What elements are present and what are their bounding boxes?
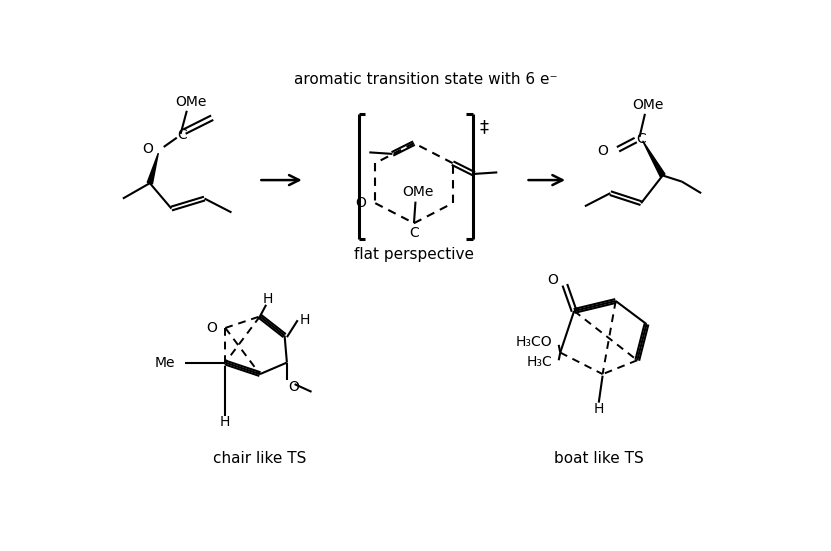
Polygon shape [642, 141, 665, 177]
Text: OMe: OMe [632, 98, 664, 112]
Text: H: H [220, 415, 230, 429]
Text: OMe: OMe [175, 95, 206, 109]
Text: OMe: OMe [402, 185, 434, 198]
Text: H: H [263, 291, 273, 306]
Text: O: O [547, 273, 558, 287]
Text: boat like TS: boat like TS [554, 451, 644, 466]
Text: O: O [142, 142, 153, 156]
Text: C: C [177, 128, 187, 142]
Text: ‡: ‡ [479, 118, 489, 137]
Text: O: O [207, 321, 218, 335]
Text: H: H [300, 313, 310, 327]
Text: chair like TS: chair like TS [214, 451, 307, 466]
Text: O: O [355, 196, 366, 210]
Text: O: O [597, 144, 608, 158]
Text: C: C [409, 226, 419, 240]
Text: O: O [288, 380, 299, 395]
Text: H₃CO: H₃CO [516, 335, 553, 349]
Text: flat perspective: flat perspective [354, 247, 474, 262]
Text: H₃C: H₃C [527, 355, 553, 369]
Text: H: H [593, 402, 604, 416]
Polygon shape [147, 153, 159, 184]
Text: C: C [637, 132, 646, 145]
Text: aromatic transition state with 6 e⁻: aromatic transition state with 6 e⁻ [293, 73, 558, 88]
Text: Me: Me [155, 355, 175, 370]
